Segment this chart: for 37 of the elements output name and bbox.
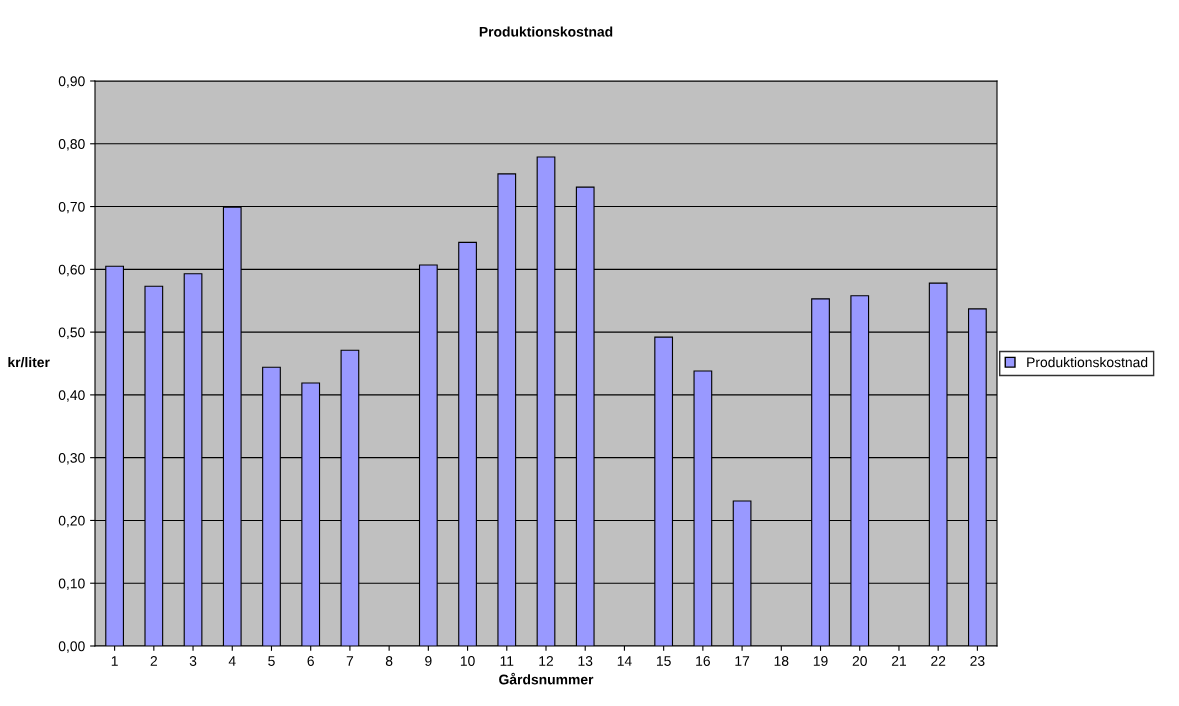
- x-tick-label: 16: [696, 656, 710, 666]
- x-tick-label: 11: [500, 656, 514, 666]
- x-tick-label: 10: [460, 656, 475, 666]
- chart-title: Produktionskostnad: [479, 26, 613, 37]
- x-tick-label: 1: [111, 656, 118, 666]
- x-tick-label: 20: [852, 656, 867, 666]
- x-tick-label: 18: [774, 656, 789, 666]
- x-tick-label: 21: [891, 656, 906, 666]
- x-tick-label: 9: [425, 656, 432, 666]
- y-tick-label: 0,50: [58, 327, 85, 339]
- x-tick-label: 15: [656, 656, 671, 666]
- x-tick-label: 22: [931, 656, 946, 666]
- x-tick-label: 13: [578, 656, 593, 666]
- y-tick-label: 0,90: [58, 76, 85, 88]
- x-axis-title: Gårdsnummer: [499, 672, 594, 685]
- y-tick-label: 0,10: [58, 578, 85, 591]
- y-tick-label: 0,40: [58, 390, 85, 402]
- x-tick-label: 12: [539, 656, 554, 666]
- x-tick-label: 6: [307, 656, 314, 666]
- x-tick-label: 7: [346, 656, 354, 666]
- x-tick-label: 17: [735, 656, 750, 666]
- x-tick-label: 5: [268, 656, 275, 666]
- x-tick-label: 2: [150, 656, 157, 666]
- y-tick-label: 0,80: [58, 139, 85, 151]
- legend-label: Produktionskostnad: [1027, 357, 1148, 368]
- x-tick-label: 8: [385, 656, 393, 666]
- y-tick-label: 0,30: [58, 453, 85, 465]
- y-tick-label: 0,60: [58, 264, 85, 277]
- y-axis-title: kr/liter: [8, 357, 50, 368]
- x-tick-label: 4: [228, 656, 236, 666]
- x-tick-label: 23: [970, 656, 985, 666]
- y-tick-label: 0,70: [58, 201, 85, 214]
- y-tick-label: 0,20: [58, 515, 85, 528]
- y-tick-label: 0,00: [58, 641, 85, 653]
- x-tick-label: 14: [617, 656, 632, 666]
- x-tick-label: 3: [189, 656, 197, 666]
- x-tick-label: 19: [813, 656, 828, 666]
